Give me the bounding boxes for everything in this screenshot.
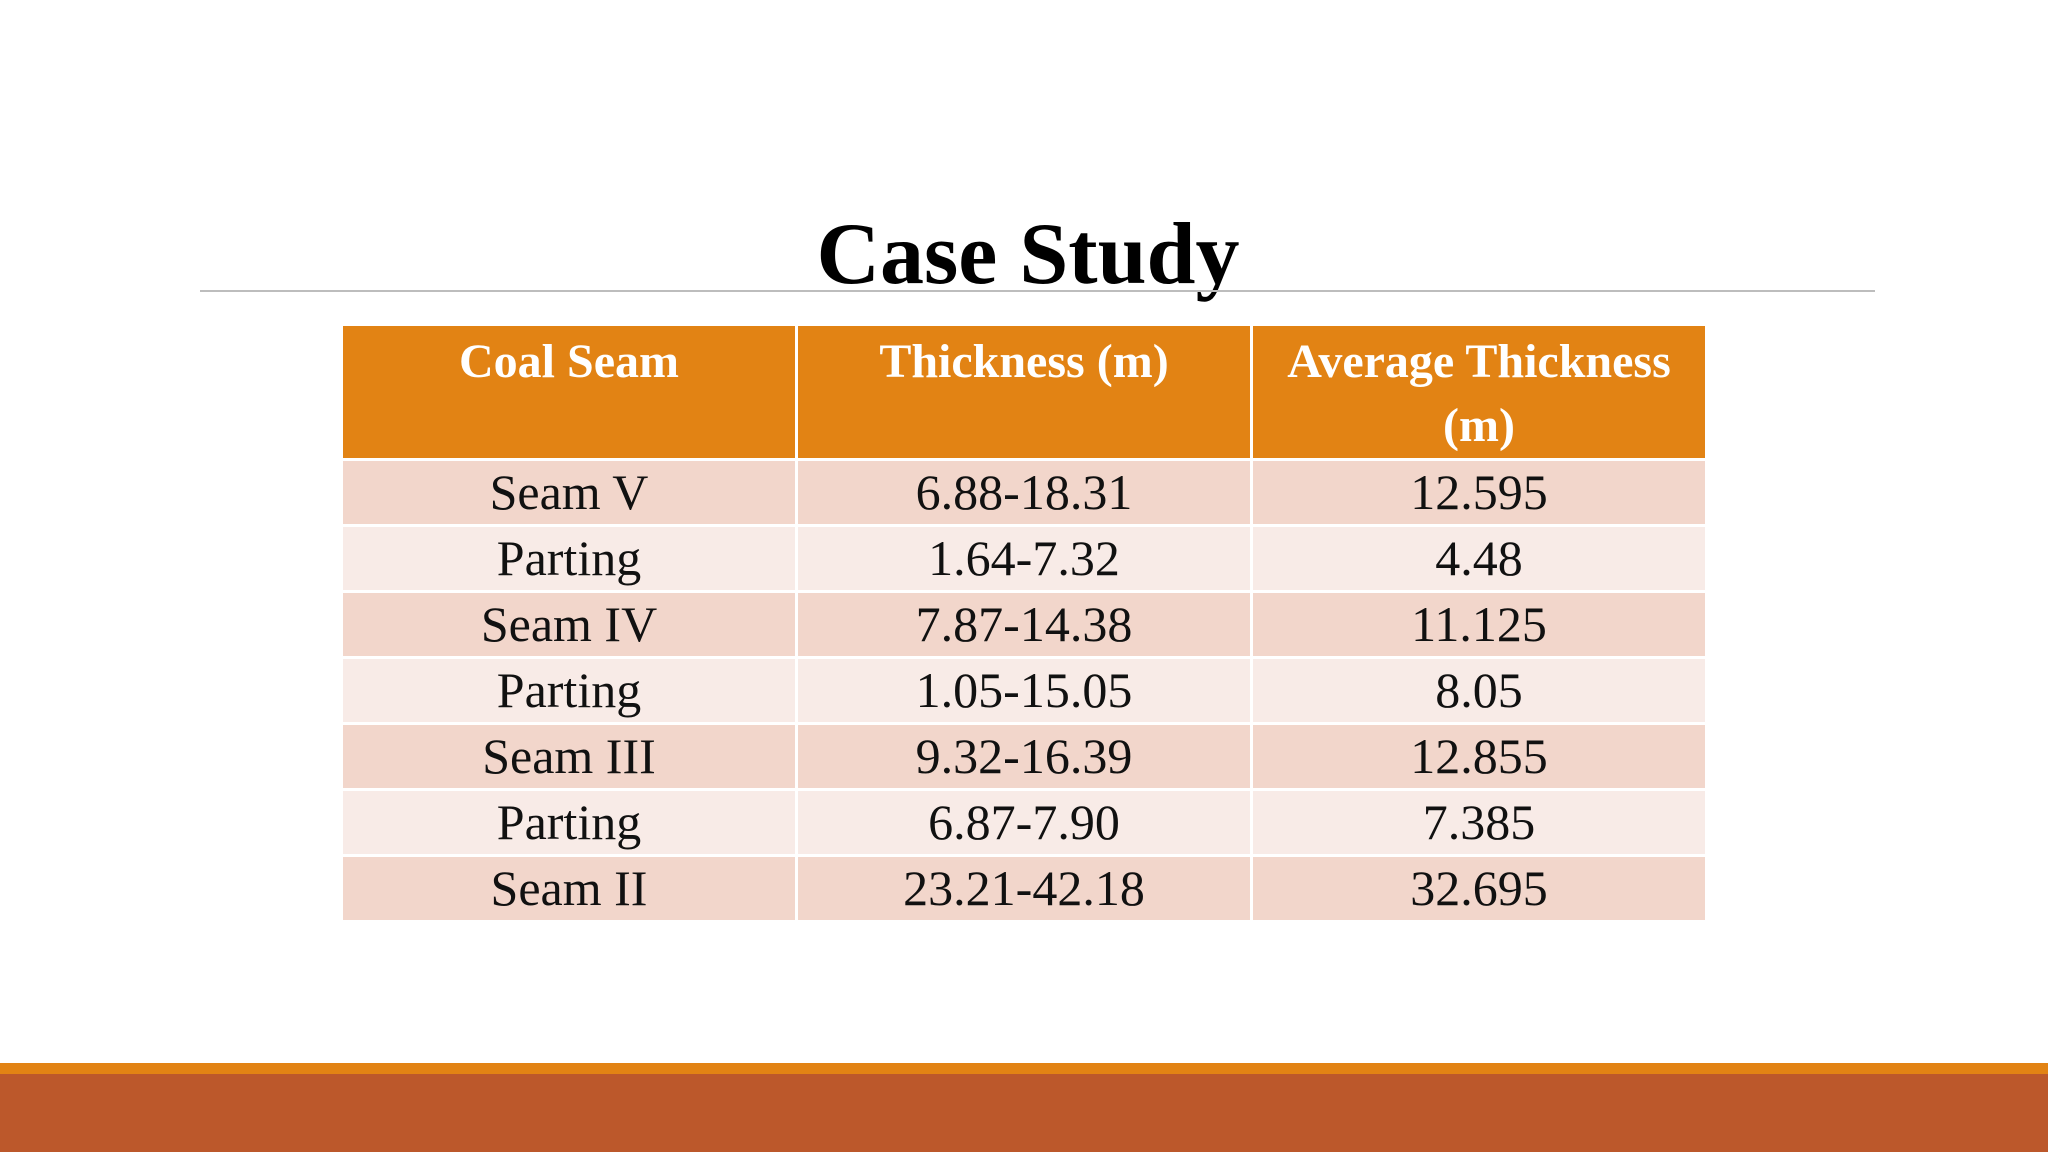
table-row: Seam IV 7.87-14.38 11.125	[343, 593, 1705, 656]
cell-coal-seam: Parting	[343, 659, 795, 722]
cell-coal-seam: Parting	[343, 791, 795, 854]
footer-accent-line	[0, 1063, 2048, 1074]
header-coal-seam: Coal Seam	[343, 326, 795, 458]
table-row: Seam V 6.88-18.31 12.595	[343, 461, 1705, 524]
header-average-thickness: Average Thickness (m)	[1253, 326, 1705, 458]
table-row: Seam II 23.21-42.18 32.695	[343, 857, 1705, 920]
cell-thickness: 23.21-42.18	[798, 857, 1250, 920]
table-container: Coal Seam Thickness (m) Average Thicknes…	[340, 323, 1708, 923]
table-row: Parting 6.87-7.90 7.385	[343, 791, 1705, 854]
footer-bar	[0, 1074, 2048, 1152]
cell-average-thickness: 32.695	[1253, 857, 1705, 920]
cell-thickness: 6.87-7.90	[798, 791, 1250, 854]
table-row: Parting 1.05-15.05 8.05	[343, 659, 1705, 722]
cell-coal-seam: Seam II	[343, 857, 795, 920]
cell-thickness: 1.05-15.05	[798, 659, 1250, 722]
cell-average-thickness: 4.48	[1253, 527, 1705, 590]
cell-average-thickness: 12.595	[1253, 461, 1705, 524]
slide-title: Case Study	[816, 206, 1240, 303]
cell-coal-seam: Seam IV	[343, 593, 795, 656]
table-row: Parting 1.64-7.32 4.48	[343, 527, 1705, 590]
cell-average-thickness: 8.05	[1253, 659, 1705, 722]
cell-coal-seam: Seam III	[343, 725, 795, 788]
cell-average-thickness: 7.385	[1253, 791, 1705, 854]
cell-coal-seam: Seam V	[343, 461, 795, 524]
table-header-row: Coal Seam Thickness (m) Average Thicknes…	[343, 326, 1705, 458]
cell-average-thickness: 12.855	[1253, 725, 1705, 788]
cell-thickness: 7.87-14.38	[798, 593, 1250, 656]
coal-seam-table: Coal Seam Thickness (m) Average Thicknes…	[340, 323, 1708, 923]
cell-coal-seam: Parting	[343, 527, 795, 590]
cell-thickness: 1.64-7.32	[798, 527, 1250, 590]
title-divider	[200, 290, 1875, 292]
table-row: Seam III 9.32-16.39 12.855	[343, 725, 1705, 788]
cell-thickness: 6.88-18.31	[798, 461, 1250, 524]
cell-thickness: 9.32-16.39	[798, 725, 1250, 788]
cell-average-thickness: 11.125	[1253, 593, 1705, 656]
header-thickness: Thickness (m)	[798, 326, 1250, 458]
